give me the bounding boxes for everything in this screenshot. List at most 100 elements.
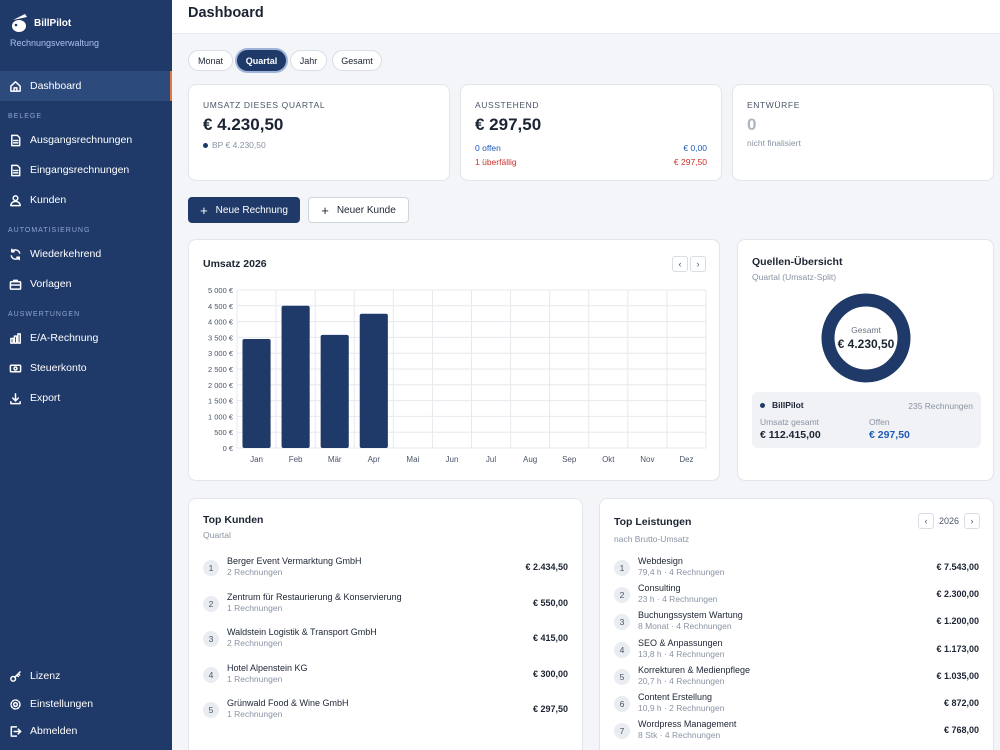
top-leistungen-card: Top Leistungen nach Brutto-Umsatz ‹ 2026…	[599, 498, 994, 750]
service-name: Buchungssystem Wartung	[638, 610, 743, 621]
bar-Apr[interactable]	[359, 313, 388, 448]
year-next-button[interactable]: ›	[964, 513, 980, 529]
sources-card: Quellen-Übersicht Quartal (Umsatz-Split)…	[737, 239, 994, 481]
list-item[interactable]: 1 Webdesign 79,4 h · 4 Rechnungen € 7.543,0…	[600, 556, 993, 581]
x-tick-label: Feb	[289, 455, 303, 464]
gear-icon	[8, 697, 22, 711]
x-tick-label: Jul	[486, 455, 496, 464]
x-tick-label: Jun	[446, 455, 459, 464]
chart-title: Umsatz 2026	[203, 258, 267, 270]
rank-badge: 2	[614, 587, 630, 604]
y-tick-label: 4 500 €	[208, 302, 234, 311]
ueberfaellig-value: € 297,50	[673, 157, 707, 167]
list-item[interactable]: 6 Content Erstellung 10,9 h · 2 Rechnungen…	[600, 692, 993, 717]
item-subtitle: 23 h · 4 Rechnungen	[638, 594, 718, 605]
tab-quartal[interactable]: Quartal	[237, 50, 286, 71]
rank-badge: 4	[614, 641, 630, 658]
y-tick-label: 2 500 €	[208, 365, 234, 374]
item-amount: € 768,00	[943, 725, 979, 736]
top-kunden-title: Top Kunden	[203, 514, 264, 526]
x-tick-label: Sep	[562, 455, 577, 464]
chart-next-button[interactable]: ›	[690, 256, 706, 272]
list-item[interactable]: 4 SEO & Anpassungen 13,8 h · 4 Rechnungen €…	[600, 638, 993, 663]
sources-donut-chart	[821, 293, 911, 383]
x-tick-label: Aug	[523, 455, 537, 464]
kpi-card-entwuerfe: ENTWÜRFE 0 nicht finalisiert	[732, 84, 994, 181]
bar-Feb[interactable]	[281, 305, 310, 448]
sidebar-item-label: E/A-Rechnung	[30, 332, 99, 344]
chart-prev-button[interactable]: ‹	[672, 256, 688, 272]
year-prev-button[interactable]: ‹	[918, 513, 934, 529]
item-subtitle: 8 Stk · 4 Rechnungen	[638, 730, 721, 741]
sidebar-item-dashboard[interactable]: Dashboard	[0, 71, 172, 101]
brand[interactable]: BillPilot Rechnungsverwaltung	[10, 12, 99, 48]
list-item[interactable]: 4 Hotel Alpenstein KG 1 Rechnungen € 300,00	[189, 663, 582, 697]
sidebar-item-label: Vorlagen	[30, 278, 72, 290]
cash-icon	[8, 361, 22, 375]
sidebar-item-einstellungen[interactable]: Einstellungen	[0, 689, 172, 719]
customer-name: Berger Event Vermarktung GmbH	[227, 556, 362, 566]
new-invoice-button[interactable]: + Neue Rechnung	[188, 197, 300, 223]
paper-plane-logo-icon	[12, 14, 27, 32]
sidebar-item-label: Eingangsrechnungen	[30, 164, 130, 176]
sidebar-item-steuerkonto[interactable]: Steuerkonto	[0, 353, 172, 383]
item-subtitle: 20,7 h · 4 Rechnungen	[638, 675, 725, 686]
rank-badge: 5	[614, 668, 630, 685]
sidebar-item-export[interactable]: Export	[0, 383, 172, 413]
top-leistungen-subtitle: nach Brutto-Umsatz	[614, 534, 690, 544]
item-subtitle: 1 Rechnungen	[227, 709, 283, 719]
tab-jahr[interactable]: Jahr	[290, 50, 327, 71]
top-kunden-subtitle: Quartal	[203, 530, 231, 540]
list-item[interactable]: 5 Grünwald Food & Wine GmbH 1 Rechnungen € …	[189, 698, 582, 732]
sidebar-item-abmelden[interactable]: Abmelden	[0, 716, 172, 746]
rank-badge: 2	[203, 595, 219, 612]
list-item[interactable]: 7 Wordpress Management 8 Stk · 4 Rechnunge…	[600, 719, 993, 744]
list-item[interactable]: 2 Consulting 23 h · 4 Rechnungen € 2.300,00	[600, 583, 993, 608]
x-tick-label: Nov	[640, 455, 654, 464]
customer-name: Grünwald Food & Wine GmbH	[227, 698, 349, 708]
year-label: 2026	[938, 516, 960, 526]
tab-gesamt[interactable]: Gesamt	[332, 50, 382, 71]
y-tick-label: 5 000 €	[208, 286, 234, 295]
sidebar-item-ausgangsrechnungen[interactable]: Ausgangsrechnungen	[0, 125, 172, 155]
sidebar-item-wiederkehrend[interactable]: Wiederkehrend	[0, 239, 172, 269]
new-customer-button[interactable]: + Neuer Kunde	[308, 197, 409, 223]
sidebar-item-ea-rechnung[interactable]: E/A-Rechnung	[0, 323, 172, 353]
kpi-sub-text: BP € 4.230,50	[212, 140, 266, 150]
source-summary-box: BillPilot 235 Rechnungen Umsatz gesamt €…	[752, 392, 981, 448]
y-tick-label: 1 500 €	[208, 397, 234, 406]
list-item[interactable]: 3 Buchungssystem Wartung 8 Monat · 4 Rechn…	[600, 610, 993, 635]
sidebar-item-label: Abmelden	[30, 725, 78, 737]
refresh-icon	[8, 247, 22, 261]
donut-center-label: Gesamt	[851, 325, 881, 335]
kpi-sub: BP € 4.230,50	[203, 140, 266, 150]
sidebar-item-eingangsrechnungen[interactable]: Eingangsrechnungen	[0, 155, 172, 185]
section-label-belege: BELEGE	[8, 113, 43, 120]
rank-badge: 6	[614, 696, 630, 712]
x-tick-label: Jan	[250, 455, 263, 464]
top-header: Dashboard	[172, 0, 1000, 34]
donut-center: Gesamt € 4.230,50	[816, 288, 916, 388]
sources-title: Quellen-Übersicht	[752, 256, 843, 268]
customer-name: Zentrum für Restaurierung & Konservierun…	[227, 591, 402, 602]
donut-center-value: € 4.230,50	[837, 337, 895, 351]
sidebar-item-kunden[interactable]: Kunden	[0, 185, 172, 215]
item-subtitle: 79,4 h · 4 Rechnungen	[638, 567, 725, 577]
bar-Mär[interactable]	[320, 334, 349, 448]
list-item[interactable]: 3 Waldstein Logistik & Transport GmbH 2 Re…	[189, 627, 582, 661]
section-label-auswertungen: AUSWERTUNGEN	[8, 311, 81, 318]
sidebar-item-lizenz[interactable]: Lizenz	[0, 661, 172, 691]
donut-slice-billpilot[interactable]	[821, 293, 911, 383]
list-item[interactable]: 5 Korrekturen & Medienpflege 20,7 h · 4 Re…	[600, 665, 993, 690]
customer-name: Waldstein Logistik & Transport GmbH	[227, 627, 377, 637]
rank-badge: 3	[614, 614, 630, 631]
list-item[interactable]: 2 Zentrum für Restaurierung & Konservieru…	[189, 592, 582, 626]
tab-monat[interactable]: Monat	[188, 50, 233, 71]
customer-name: Hotel Alpenstein KG	[227, 662, 308, 673]
x-tick-label: Apr	[368, 455, 381, 464]
source-count: 235 Rechnungen	[908, 401, 973, 411]
bar-Jan[interactable]	[242, 338, 271, 448]
sidebar-item-vorlagen[interactable]: Vorlagen	[0, 269, 172, 299]
list-item[interactable]: 1 Berger Event Vermarktung GmbH 2 Rechnung…	[189, 556, 582, 590]
service-name: SEO & Anpassungen	[638, 637, 723, 648]
